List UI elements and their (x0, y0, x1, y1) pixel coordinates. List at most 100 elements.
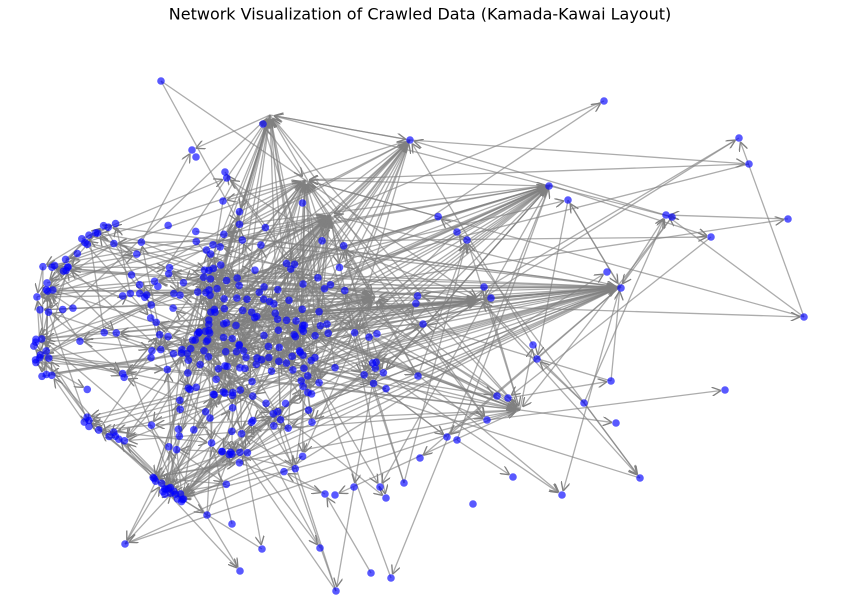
edge (523, 216, 673, 406)
node-layer (30, 77, 808, 595)
node (243, 448, 252, 457)
node (222, 276, 231, 285)
node (275, 343, 284, 352)
node (331, 363, 339, 372)
node (209, 240, 217, 249)
node (184, 356, 193, 365)
edge (182, 455, 303, 497)
node (232, 321, 240, 330)
edge (181, 289, 616, 503)
node (156, 345, 165, 354)
node (188, 146, 196, 154)
edge (417, 245, 465, 377)
node (529, 341, 537, 349)
edge (241, 289, 616, 435)
node (235, 207, 244, 216)
node (146, 314, 155, 322)
edge (85, 342, 258, 359)
node (480, 283, 488, 291)
node (220, 304, 229, 313)
edge (45, 214, 331, 353)
node (127, 271, 136, 279)
edge (479, 299, 637, 474)
edge (103, 225, 144, 291)
node (290, 330, 298, 339)
edge (368, 378, 448, 438)
node (58, 305, 67, 314)
node (580, 399, 588, 407)
node (222, 480, 231, 489)
node (228, 334, 237, 343)
edge (486, 391, 720, 421)
node (533, 355, 541, 363)
node (262, 399, 270, 408)
edge (35, 359, 83, 387)
node (603, 268, 611, 276)
edge (377, 301, 419, 377)
node (179, 278, 188, 287)
node (83, 240, 92, 249)
node (369, 379, 378, 388)
node (100, 328, 109, 337)
node (453, 436, 461, 444)
edge (302, 202, 372, 293)
edge (262, 123, 302, 176)
node (259, 120, 267, 128)
node (237, 429, 246, 438)
edge (68, 267, 164, 268)
node (365, 333, 373, 341)
node (416, 454, 424, 462)
node (360, 371, 368, 379)
node (281, 399, 290, 408)
node (204, 352, 213, 361)
node (247, 308, 256, 316)
node (163, 365, 172, 374)
node (201, 407, 210, 416)
node (273, 315, 282, 323)
node (291, 464, 300, 473)
node (31, 338, 40, 346)
node (251, 266, 259, 274)
node (564, 196, 572, 204)
node (222, 174, 231, 182)
edge (337, 486, 355, 586)
edge (519, 350, 532, 411)
node (248, 392, 257, 401)
edge (199, 364, 245, 449)
node (320, 284, 329, 293)
edge (209, 336, 213, 395)
node (33, 293, 41, 301)
node (662, 211, 670, 219)
edge (222, 119, 268, 202)
node (255, 288, 264, 297)
node (275, 357, 283, 366)
edge (51, 286, 621, 374)
node (299, 382, 307, 391)
edge (175, 483, 227, 492)
edge (156, 409, 521, 425)
node (265, 353, 273, 362)
node (260, 283, 268, 291)
edge (480, 292, 483, 300)
node (184, 369, 192, 377)
edge (182, 409, 521, 498)
node (350, 328, 359, 337)
node (324, 329, 332, 337)
node (636, 474, 644, 482)
edge (322, 237, 706, 241)
node (264, 342, 273, 351)
node (196, 360, 204, 369)
node (236, 448, 244, 457)
node (243, 295, 251, 303)
node (118, 292, 127, 300)
edge (290, 139, 411, 260)
node (235, 281, 243, 290)
node (228, 520, 236, 528)
node (350, 483, 358, 491)
node (176, 291, 184, 299)
node (504, 394, 512, 402)
node (453, 228, 461, 236)
node (299, 327, 308, 336)
node (220, 230, 228, 239)
